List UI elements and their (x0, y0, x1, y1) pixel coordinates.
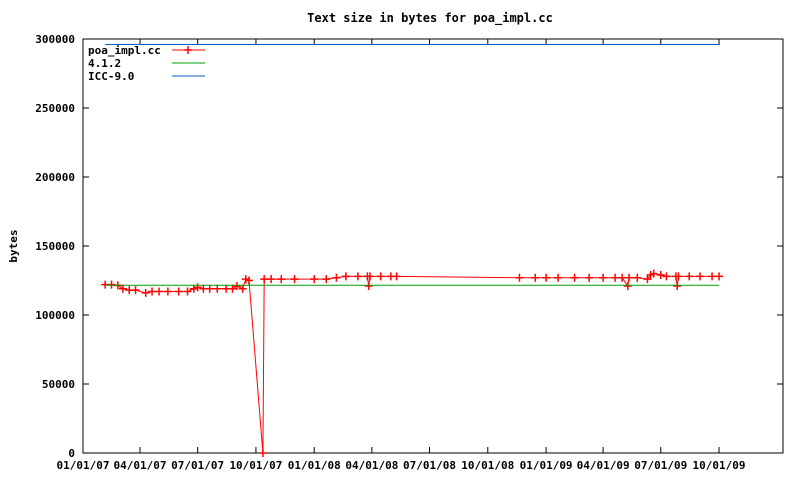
data-point (708, 272, 717, 281)
data-point (585, 273, 594, 282)
x-tick-label: 07/01/08 (403, 459, 456, 472)
data-point (260, 275, 269, 284)
x-tick-label: 10/01/08 (461, 459, 514, 472)
data-point (656, 270, 665, 279)
legend-label: ICC-9.0 (88, 70, 134, 83)
y-tick-label: 250000 (35, 102, 75, 115)
data-point (364, 282, 373, 291)
data-point (674, 272, 683, 281)
series-layer (101, 44, 724, 457)
legend-marker (184, 46, 192, 54)
data-point (542, 273, 551, 282)
data-point (611, 273, 620, 282)
data-point (696, 272, 705, 281)
data-point (232, 282, 241, 291)
x-tick-label: 01/01/09 (520, 459, 573, 472)
data-point (213, 284, 222, 293)
data-point (148, 287, 157, 296)
data-point (189, 284, 198, 293)
data-point (238, 284, 247, 293)
x-tick-label: 10/01/07 (229, 459, 282, 472)
x-tick-label: 07/01/07 (171, 459, 224, 472)
data-point (618, 273, 627, 282)
data-point (633, 273, 642, 282)
data-point (365, 272, 374, 281)
data-point (193, 283, 202, 292)
data-point (228, 284, 237, 293)
data-point (515, 273, 524, 282)
chart-title: Text size in bytes for poa_impl.cc (307, 11, 553, 26)
data-point (174, 287, 183, 296)
data-point (163, 287, 172, 296)
x-tick-label: 07/01/09 (634, 459, 687, 472)
data-point (267, 275, 276, 284)
y-tick-label: 150000 (35, 240, 75, 253)
data-point (662, 272, 671, 281)
data-point (376, 272, 385, 281)
y-axis-label: bytes (7, 229, 20, 262)
data-point (673, 282, 682, 291)
y-tick-label: 300000 (35, 33, 75, 46)
data-point (715, 272, 724, 281)
data-point (322, 275, 331, 284)
data-point (310, 275, 319, 284)
x-tick-label: 04/01/08 (345, 459, 398, 472)
data-point (623, 282, 632, 291)
x-tick-label: 04/01/09 (577, 459, 630, 472)
data-point (118, 284, 127, 293)
data-point (205, 284, 214, 293)
y-tick-label: 200000 (35, 171, 75, 184)
data-point (131, 286, 140, 295)
data-point (685, 272, 694, 281)
data-point (531, 273, 540, 282)
data-point (353, 272, 362, 281)
data-point (570, 273, 579, 282)
data-point (244, 276, 253, 285)
data-point (277, 275, 286, 284)
y-tick-label: 0 (68, 447, 75, 460)
legend-label: 4.1.2 (88, 57, 121, 70)
data-point (183, 287, 192, 296)
data-point (392, 272, 401, 281)
x-tick-label: 10/01/09 (693, 459, 746, 472)
data-point (599, 273, 608, 282)
x-tick-label: 01/01/08 (288, 459, 341, 472)
data-point (341, 272, 350, 281)
data-point (649, 269, 658, 278)
ticks-layer: 0 50000 100000 150000 200000 250000 300000 01/0… (35, 33, 783, 472)
legend-label: poa_impl.cc (88, 44, 161, 57)
x-tick-label: 01/01/07 (57, 459, 110, 472)
data-point (290, 275, 299, 284)
series-line-0 (105, 273, 719, 454)
data-point (643, 275, 652, 284)
data-point (155, 287, 164, 296)
plot-frame (82, 38, 784, 454)
data-point (554, 273, 563, 282)
data-point (141, 288, 150, 297)
y-tick-label: 50000 (42, 378, 75, 391)
data-point (332, 273, 341, 282)
x-tick-label: 04/01/07 (114, 459, 167, 472)
y-tick-label: 100000 (35, 309, 75, 322)
data-point (258, 449, 267, 457)
data-point (625, 273, 634, 282)
